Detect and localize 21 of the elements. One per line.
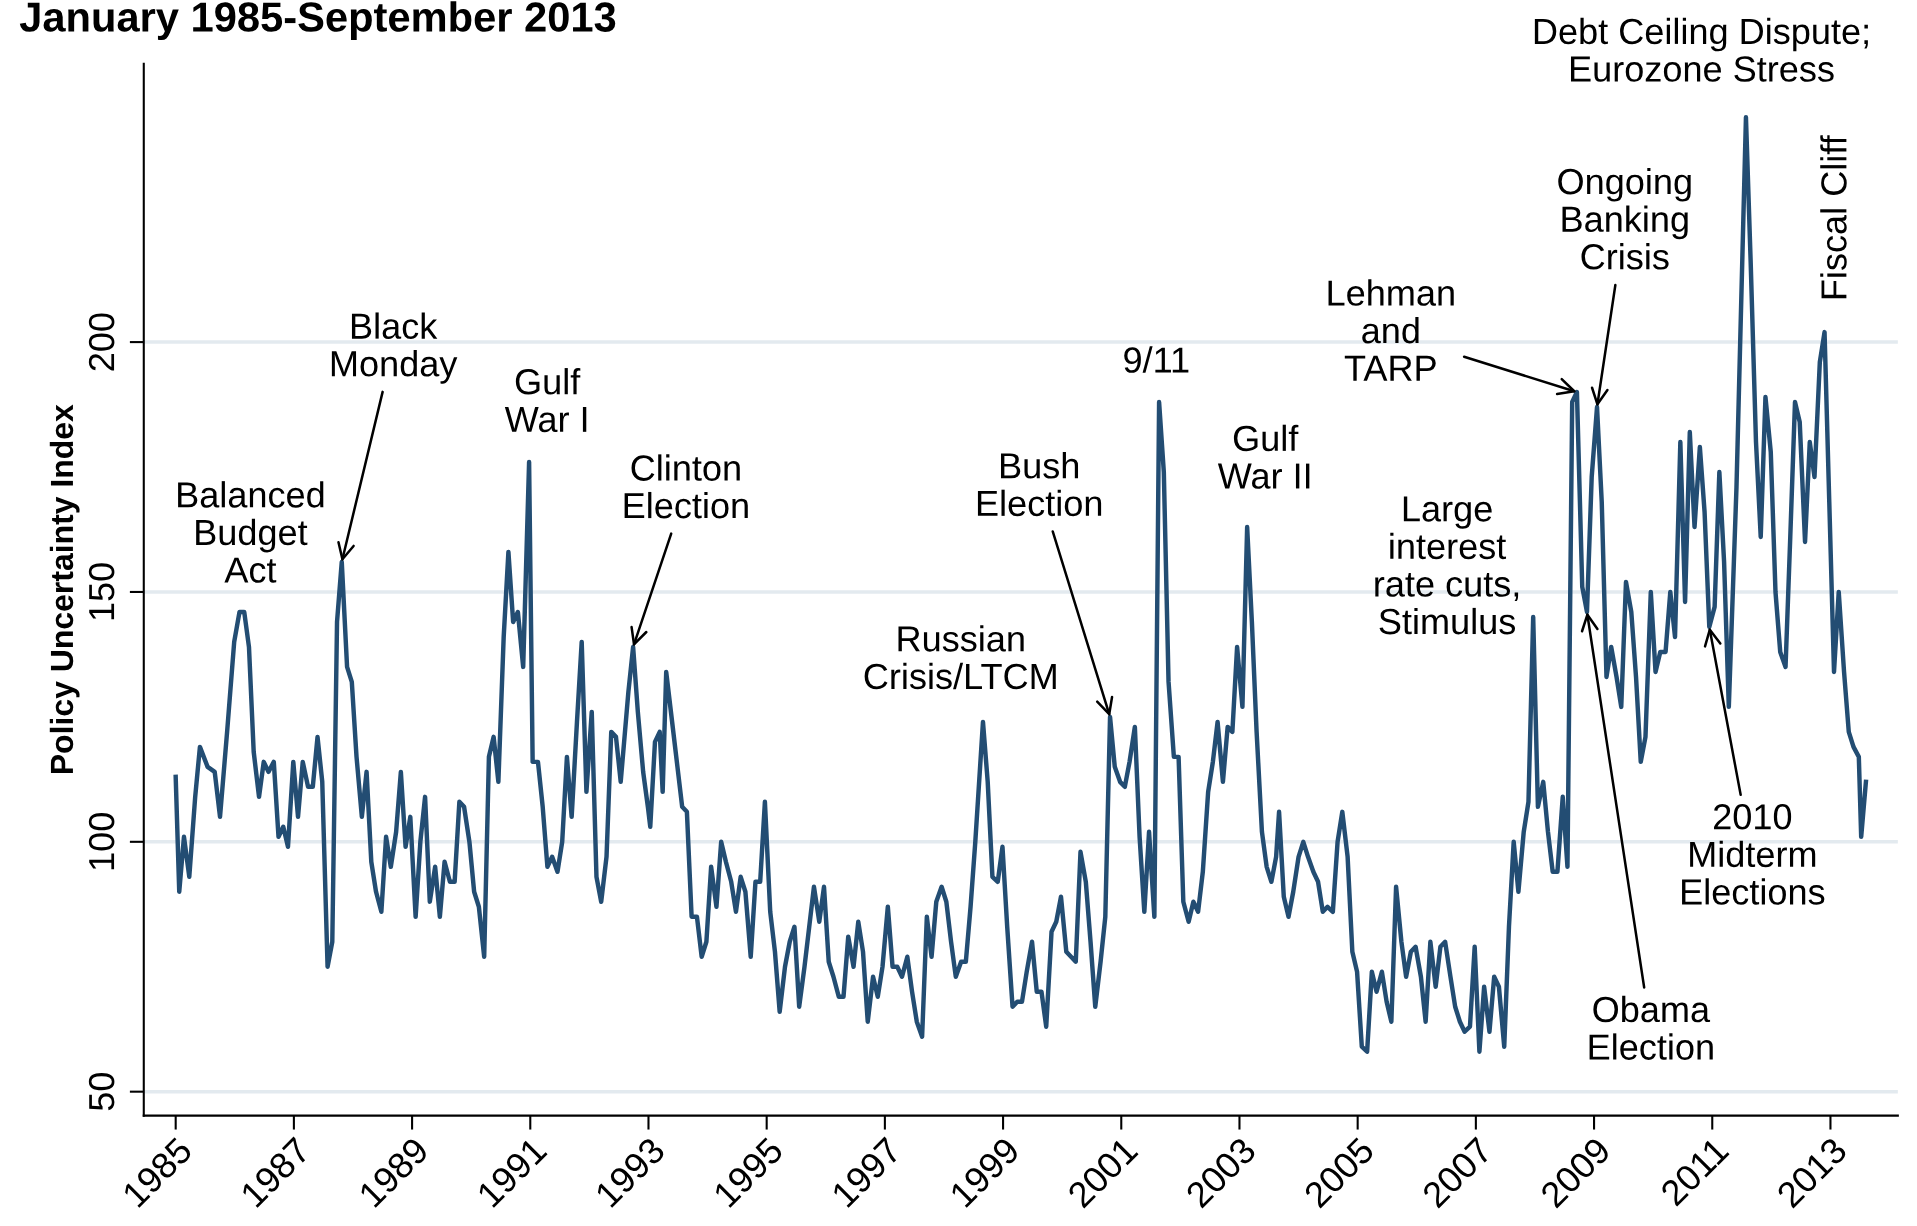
annotation: Bush Election <box>977 452 1102 517</box>
annotation: 2010 Midterm Elections <box>1682 804 1825 905</box>
annotation: Clinton Election <box>624 454 748 519</box>
y-tick-label: 200 <box>88 313 115 371</box>
annotation: Debt Ceiling Dispute; Eurozone Stress <box>1534 17 1868 82</box>
y-tick-label: 50 <box>88 1073 115 1111</box>
annotation: Ongoing Banking Crisis <box>1558 167 1691 270</box>
annotation: Obama Election <box>1589 995 1713 1060</box>
annotation: Gulf War I <box>504 368 587 433</box>
annotation: Gulf War II <box>1217 424 1310 489</box>
annotation: Large interest rate cuts, Stimulus <box>1375 496 1519 635</box>
chart-title: January 1985-September 2013 <box>19 1 616 41</box>
y-tick-label: 150 <box>88 563 115 620</box>
y-axis-title: Policy Uncertainty Index <box>49 404 80 774</box>
y-tick-label: 100 <box>88 813 115 870</box>
annotation: Balanced Budget Act <box>178 481 324 583</box>
annotation: Black Monday <box>331 312 458 384</box>
annotation: Lehman and TARP <box>1328 279 1454 381</box>
annotation: Fiscal Cliff <box>1820 135 1847 299</box>
annotation: 9/11 <box>1124 346 1189 373</box>
annotation: Russian Crisis/LTCM <box>864 625 1056 690</box>
